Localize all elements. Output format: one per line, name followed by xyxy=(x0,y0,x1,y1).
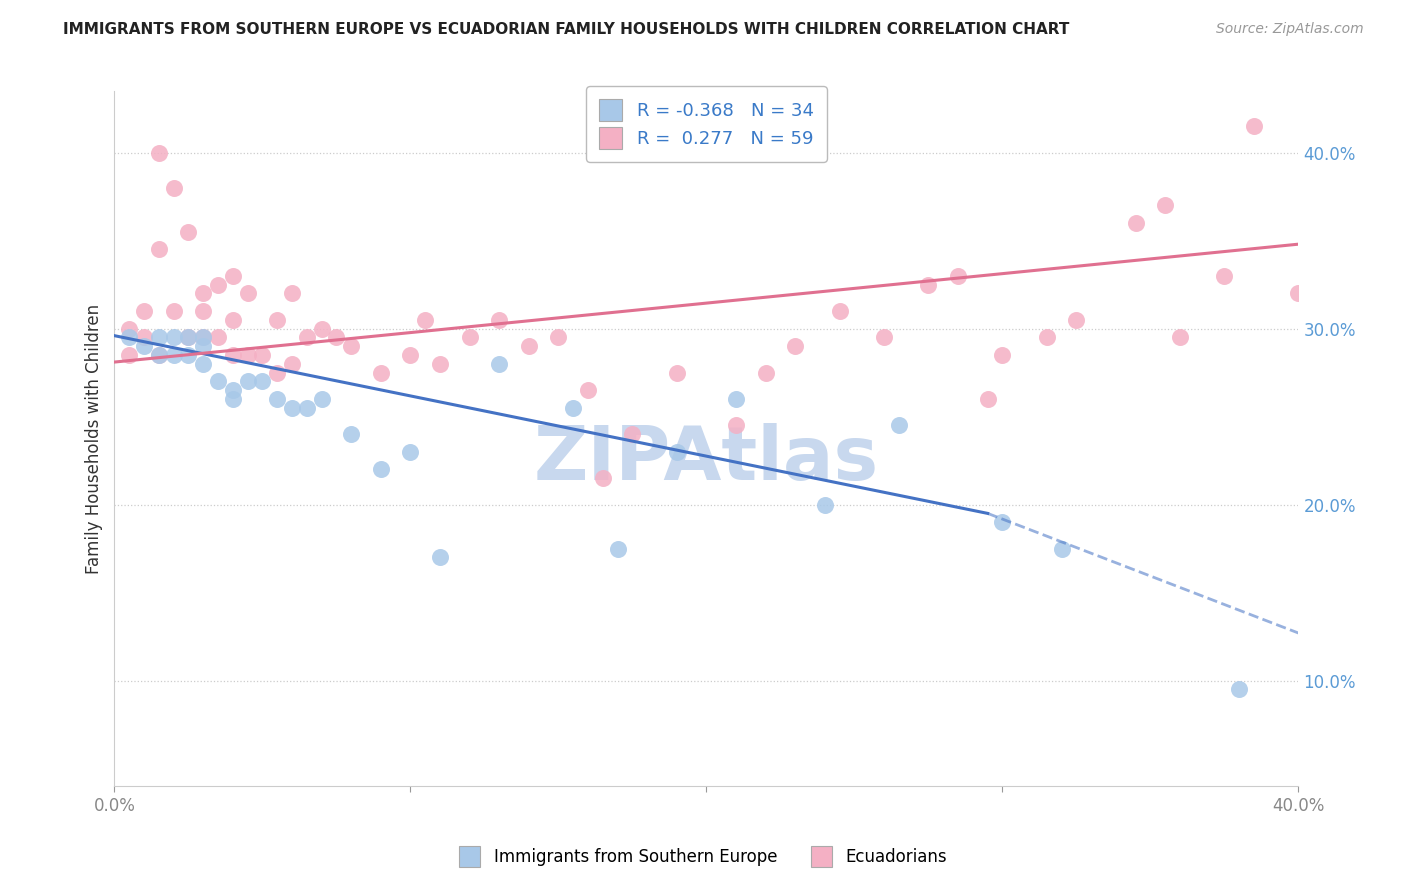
Point xyxy=(1050,541,1073,556)
Point xyxy=(222,348,245,362)
Point xyxy=(236,286,259,301)
Point xyxy=(295,401,318,415)
Point xyxy=(177,330,200,344)
Point xyxy=(162,304,184,318)
Point xyxy=(222,383,245,397)
Point xyxy=(399,348,422,362)
Point xyxy=(132,304,155,318)
Point xyxy=(132,339,155,353)
Point xyxy=(429,550,451,565)
Point xyxy=(814,498,837,512)
Point xyxy=(193,286,215,301)
Point xyxy=(281,401,304,415)
Point xyxy=(207,277,229,292)
Point xyxy=(592,471,614,485)
Point xyxy=(148,330,170,344)
Point xyxy=(207,375,229,389)
Point xyxy=(236,348,259,362)
Point xyxy=(488,313,510,327)
Point xyxy=(193,304,215,318)
Point xyxy=(118,330,141,344)
Point xyxy=(162,181,184,195)
Point xyxy=(1168,330,1191,344)
Point xyxy=(193,339,215,353)
Point xyxy=(917,277,939,292)
Point xyxy=(991,348,1014,362)
Point xyxy=(606,541,628,556)
Point xyxy=(547,330,569,344)
Point xyxy=(621,427,644,442)
Text: Source: ZipAtlas.com: Source: ZipAtlas.com xyxy=(1216,22,1364,37)
Point xyxy=(785,339,807,353)
Point xyxy=(193,357,215,371)
Point xyxy=(1213,268,1236,283)
Point xyxy=(162,348,184,362)
Point xyxy=(311,392,333,406)
Point xyxy=(118,348,141,362)
Point xyxy=(1036,330,1059,344)
Point xyxy=(148,348,170,362)
Point xyxy=(725,418,748,433)
Point xyxy=(562,401,585,415)
Point xyxy=(1154,198,1177,212)
Point xyxy=(665,366,688,380)
Point xyxy=(340,427,363,442)
Point xyxy=(193,330,215,344)
Point xyxy=(177,225,200,239)
Point xyxy=(1227,682,1250,697)
Point xyxy=(828,304,851,318)
Point xyxy=(325,330,347,344)
Point xyxy=(311,321,333,335)
Point xyxy=(1066,313,1088,327)
Point xyxy=(162,330,184,344)
Point xyxy=(991,515,1014,529)
Point xyxy=(281,286,304,301)
Legend: R = -0.368   N = 34, R =  0.277   N = 59: R = -0.368 N = 34, R = 0.277 N = 59 xyxy=(586,87,827,161)
Point xyxy=(236,375,259,389)
Point xyxy=(118,321,141,335)
Point xyxy=(370,366,392,380)
Point xyxy=(370,462,392,476)
Point xyxy=(576,383,599,397)
Point xyxy=(281,357,304,371)
Point xyxy=(266,313,288,327)
Point xyxy=(458,330,481,344)
Point xyxy=(399,445,422,459)
Point xyxy=(665,445,688,459)
Point xyxy=(177,330,200,344)
Point xyxy=(252,348,274,362)
Point xyxy=(266,392,288,406)
Point xyxy=(266,366,288,380)
Text: ZIPAtlas: ZIPAtlas xyxy=(534,423,879,496)
Point xyxy=(1243,120,1265,134)
Point xyxy=(413,313,436,327)
Point xyxy=(295,330,318,344)
Point xyxy=(1288,286,1310,301)
Point xyxy=(976,392,998,406)
Y-axis label: Family Households with Children: Family Households with Children xyxy=(86,303,103,574)
Point xyxy=(148,348,170,362)
Point xyxy=(755,366,778,380)
Point xyxy=(725,392,748,406)
Point xyxy=(177,348,200,362)
Point xyxy=(222,313,245,327)
Point xyxy=(887,418,910,433)
Point xyxy=(873,330,896,344)
Point xyxy=(340,339,363,353)
Point xyxy=(132,330,155,344)
Point xyxy=(946,268,969,283)
Point xyxy=(517,339,540,353)
Point xyxy=(1125,216,1147,230)
Point xyxy=(148,243,170,257)
Point xyxy=(252,375,274,389)
Point xyxy=(222,268,245,283)
Point xyxy=(488,357,510,371)
Point xyxy=(148,145,170,160)
Text: IMMIGRANTS FROM SOUTHERN EUROPE VS ECUADORIAN FAMILY HOUSEHOLDS WITH CHILDREN CO: IMMIGRANTS FROM SOUTHERN EUROPE VS ECUAD… xyxy=(63,22,1070,37)
Point xyxy=(222,392,245,406)
Point xyxy=(193,330,215,344)
Point xyxy=(207,330,229,344)
Legend: Immigrants from Southern Europe, Ecuadorians: Immigrants from Southern Europe, Ecuador… xyxy=(449,836,957,877)
Point xyxy=(429,357,451,371)
